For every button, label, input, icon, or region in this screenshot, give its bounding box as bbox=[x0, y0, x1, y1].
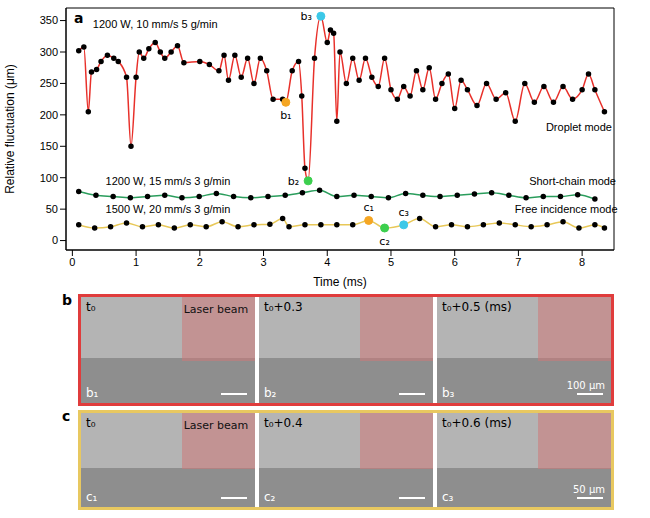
svg-text:6: 6 bbox=[452, 256, 458, 268]
html-text:b₂: b₂ bbox=[264, 386, 277, 400]
html-text:t₀+0.3: t₀+0.3 bbox=[264, 300, 303, 314]
svg-text:350: 350 bbox=[40, 14, 58, 26]
svg-text:0: 0 bbox=[69, 256, 75, 268]
html-text:c₂: c₂ bbox=[264, 490, 276, 504]
svg-text:50: 50 bbox=[46, 203, 58, 215]
html-text:c₃: c₃ bbox=[442, 490, 454, 504]
svg-text:c₂: c₂ bbox=[379, 235, 389, 248]
svg-text:Free incidence mode: Free incidence mode bbox=[515, 203, 618, 215]
svg-text:b₃: b₃ bbox=[300, 10, 311, 23]
svg-text:5: 5 bbox=[388, 256, 394, 268]
html-text:Laser beam: Laser beam bbox=[183, 419, 249, 432]
svg-text:Time (ms): Time (ms) bbox=[313, 275, 367, 289]
html-text:c₁: c₁ bbox=[86, 490, 98, 504]
svg-text:b₁: b₁ bbox=[280, 109, 291, 122]
svg-text:7: 7 bbox=[515, 256, 521, 268]
svg-text:b₂: b₂ bbox=[288, 175, 299, 188]
html-text:b: b bbox=[62, 292, 72, 308]
html-text:a: a bbox=[74, 10, 84, 26]
svg-text:0: 0 bbox=[52, 234, 58, 246]
svg-text:4: 4 bbox=[324, 256, 330, 268]
svg-text:Relative fluctuation (μm): Relative fluctuation (μm) bbox=[3, 64, 17, 194]
svg-text:300: 300 bbox=[40, 46, 58, 58]
html-text:b₃: b₃ bbox=[442, 386, 455, 400]
svg-text:8: 8 bbox=[579, 256, 585, 268]
html-text:t₀: t₀ bbox=[86, 416, 96, 430]
svg-text:Droplet mode: Droplet mode bbox=[546, 121, 612, 133]
html-text:t₀+0.6 (ms): t₀+0.6 (ms) bbox=[442, 416, 512, 430]
svg-text:250: 250 bbox=[40, 77, 58, 89]
svg-text:1200 W, 10 mm/s 5 g/min: 1200 W, 10 mm/s 5 g/min bbox=[93, 18, 218, 30]
svg-text:1200 W, 15 mm/s 3 g/min: 1200 W, 15 mm/s 3 g/min bbox=[106, 175, 231, 187]
html-text:Laser beam: Laser beam bbox=[183, 303, 249, 316]
svg-text:1: 1 bbox=[133, 256, 139, 268]
html-text:t₀+0.4: t₀+0.4 bbox=[264, 416, 303, 430]
html-text:b₁: b₁ bbox=[86, 386, 99, 400]
svg-text:2: 2 bbox=[197, 256, 203, 268]
html-text:100 μm: 100 μm bbox=[566, 380, 605, 391]
svg-text:c₁: c₁ bbox=[363, 201, 373, 214]
svg-text:Short-chain mode: Short-chain mode bbox=[529, 175, 616, 187]
svg-text:3: 3 bbox=[260, 256, 266, 268]
html-text:c: c bbox=[62, 408, 71, 424]
html-text:t₀: t₀ bbox=[86, 300, 96, 314]
svg-text:100: 100 bbox=[40, 172, 58, 184]
html-text:50 μm: 50 μm bbox=[573, 484, 605, 495]
svg-text:150: 150 bbox=[40, 140, 58, 152]
svg-text:200: 200 bbox=[40, 109, 58, 121]
svg-text:1500 W, 20 mm/s 3 g/min: 1500 W, 20 mm/s 3 g/min bbox=[106, 203, 231, 215]
html-text:t₀+0.5 (ms): t₀+0.5 (ms) bbox=[442, 300, 512, 314]
svg-text:c₃: c₃ bbox=[398, 206, 408, 219]
